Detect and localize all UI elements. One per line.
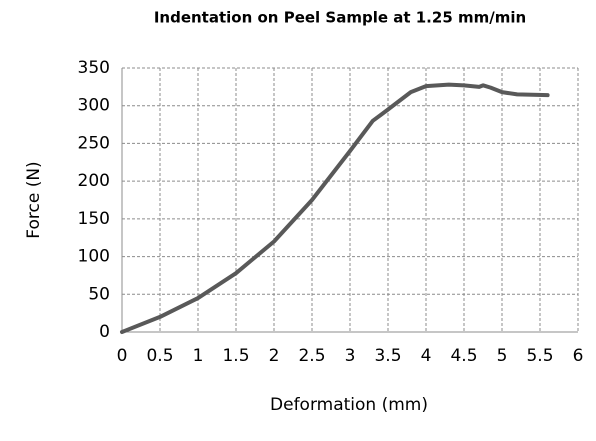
y-tick-label: 250	[78, 133, 110, 153]
x-tick-label: 4.5	[450, 346, 477, 366]
y-tick-label: 300	[78, 96, 110, 116]
y-axis-title: Force (N)	[24, 161, 44, 238]
x-tick-label: 1.5	[222, 346, 249, 366]
y-tick-label: 100	[78, 247, 110, 267]
x-tick-label: 0	[117, 346, 128, 366]
x-tick-label: 5	[497, 346, 508, 366]
x-tick-label: 0.5	[146, 346, 173, 366]
x-axis-title: Deformation (mm)	[270, 395, 428, 415]
x-tick-label: 3.5	[374, 346, 401, 366]
y-tick-label: 0	[99, 322, 110, 342]
x-tick-label: 2.5	[298, 346, 325, 366]
y-tick-label: 200	[78, 171, 110, 191]
y-tick-label: 150	[78, 209, 110, 229]
x-tick-label: 5.5	[526, 346, 553, 366]
x-tick-label: 3	[345, 346, 356, 366]
x-tick-label: 1	[193, 346, 204, 366]
data-line	[120, 82, 550, 334]
y-tick-label: 50	[88, 284, 110, 304]
x-tick-label: 6	[573, 346, 584, 366]
x-tick-label: 4	[421, 346, 432, 366]
chart-title: Indentation on Peel Sample at 1.25 mm/mi…	[154, 9, 526, 27]
x-tick-label: 2	[269, 346, 280, 366]
y-tick-label: 350	[78, 58, 110, 78]
